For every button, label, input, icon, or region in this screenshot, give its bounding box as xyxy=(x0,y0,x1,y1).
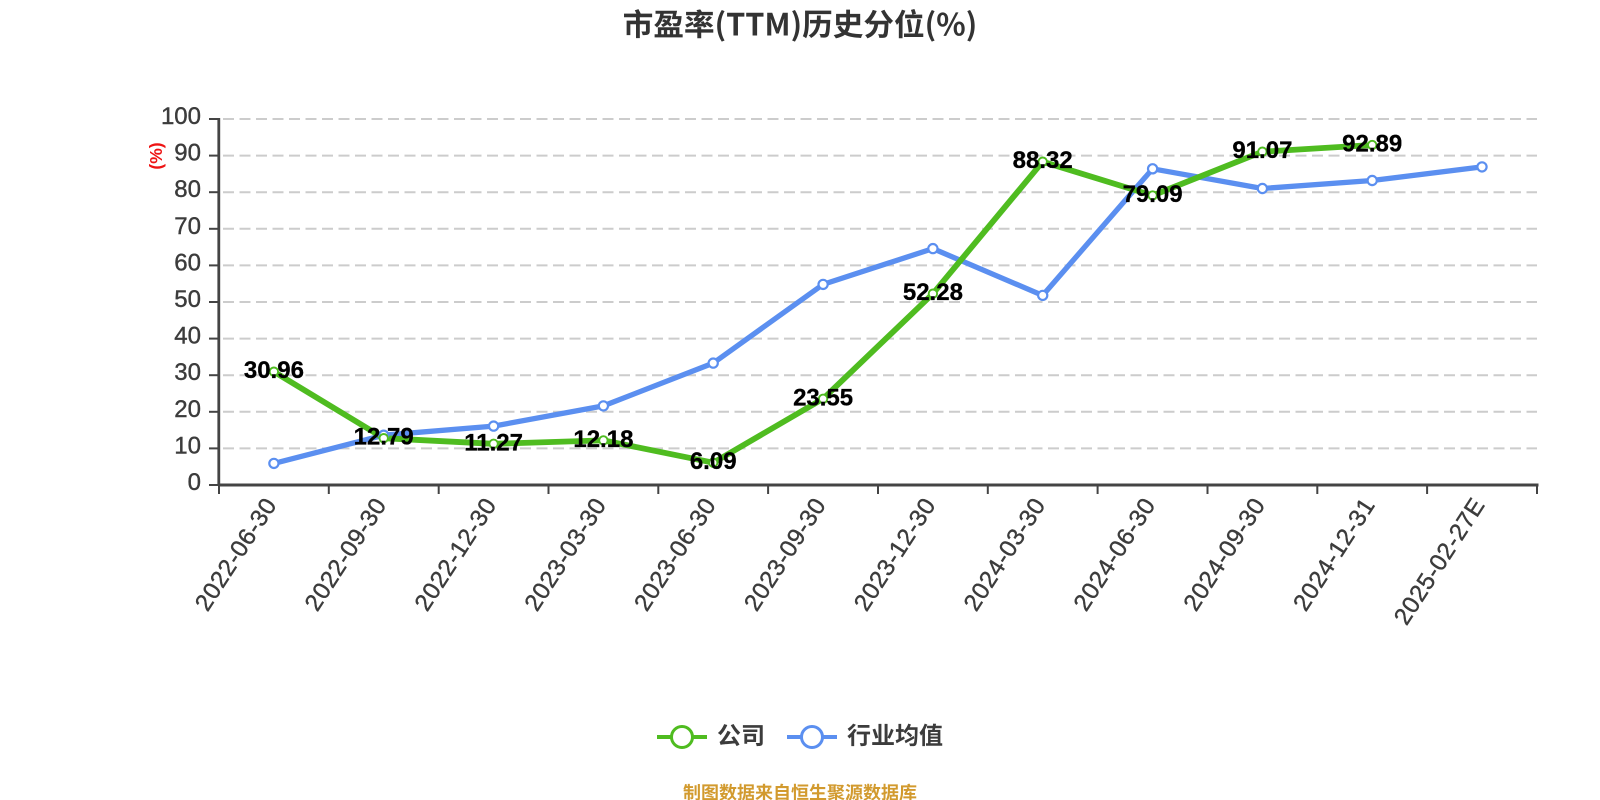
svg-text:10: 10 xyxy=(174,432,201,459)
svg-text:12.18: 12.18 xyxy=(573,426,633,453)
svg-text:70: 70 xyxy=(174,213,201,240)
svg-text:60: 60 xyxy=(174,249,201,276)
svg-text:92.89: 92.89 xyxy=(1342,131,1402,158)
svg-text:30.96: 30.96 xyxy=(244,357,304,384)
svg-text:80: 80 xyxy=(174,176,201,203)
svg-text:0: 0 xyxy=(188,469,201,496)
svg-text:30: 30 xyxy=(174,359,201,386)
svg-text:50: 50 xyxy=(174,286,201,313)
svg-text:11.27: 11.27 xyxy=(464,429,523,456)
svg-text:91.07: 91.07 xyxy=(1232,137,1292,164)
svg-text:20: 20 xyxy=(174,396,201,423)
svg-text:40: 40 xyxy=(174,323,201,350)
svg-text:88.32: 88.32 xyxy=(1013,147,1073,174)
svg-text:79.09: 79.09 xyxy=(1123,181,1183,208)
svg-text:12.79: 12.79 xyxy=(354,424,414,451)
svg-text:23.55: 23.55 xyxy=(793,384,853,411)
svg-text:52.28: 52.28 xyxy=(903,279,963,306)
svg-text:6.09: 6.09 xyxy=(690,448,737,475)
svg-text:90: 90 xyxy=(174,140,201,167)
svg-text:(%): (%) xyxy=(146,142,166,169)
svg-text:100: 100 xyxy=(161,103,201,130)
